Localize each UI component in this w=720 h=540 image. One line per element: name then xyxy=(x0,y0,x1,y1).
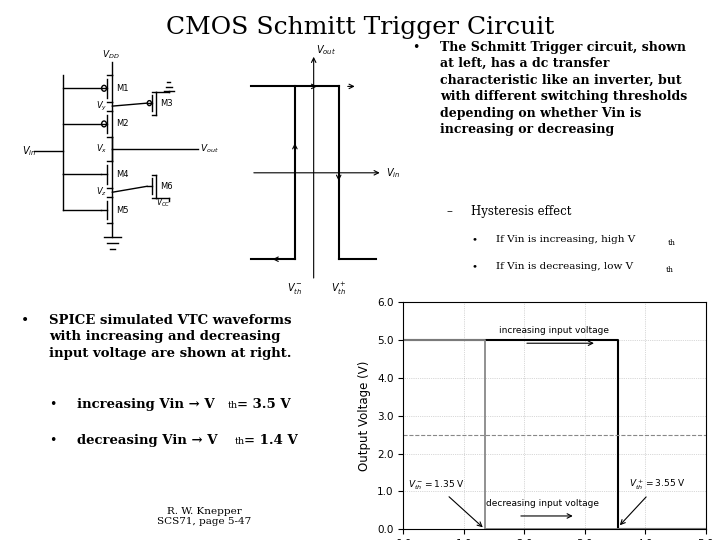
Text: CMOS Schmitt Trigger Circuit: CMOS Schmitt Trigger Circuit xyxy=(166,16,554,39)
Text: $V_{th}^+ = 3.55$ V: $V_{th}^+ = 3.55$ V xyxy=(621,478,685,524)
Text: •: • xyxy=(472,262,477,271)
Text: $V_{DD}$: $V_{DD}$ xyxy=(102,48,120,60)
Text: M4: M4 xyxy=(116,170,128,179)
Text: th: th xyxy=(228,401,238,410)
Text: th: th xyxy=(235,437,245,447)
Text: •: • xyxy=(49,397,56,410)
Text: R. W. Knepper
SCS71, page 5-47: R. W. Knepper SCS71, page 5-47 xyxy=(158,507,251,526)
Text: M5: M5 xyxy=(116,206,128,214)
Text: increasing Vin → V: increasing Vin → V xyxy=(76,397,215,410)
Text: Hysteresis effect: Hysteresis effect xyxy=(472,205,572,218)
Text: $V_{out}$: $V_{out}$ xyxy=(316,43,336,57)
Text: The Schmitt Trigger circuit, shown
at left, has a dc transfer
characteristic lik: The Schmitt Trigger circuit, shown at le… xyxy=(441,40,688,136)
Text: •: • xyxy=(472,235,477,244)
Text: M2: M2 xyxy=(116,119,128,129)
Text: •: • xyxy=(49,434,56,447)
Y-axis label: Output Voltage (V): Output Voltage (V) xyxy=(359,361,372,471)
Text: $V_{th}^+$: $V_{th}^+$ xyxy=(331,281,346,297)
Text: •: • xyxy=(22,314,30,328)
Text: •: • xyxy=(413,40,420,53)
Text: = 3.5 V: = 3.5 V xyxy=(238,397,291,410)
Text: decreasing Vin → V: decreasing Vin → V xyxy=(76,434,217,447)
Text: If Vin is decreasing, low V: If Vin is decreasing, low V xyxy=(496,262,633,271)
Text: M6: M6 xyxy=(160,182,173,191)
Text: M1: M1 xyxy=(116,84,128,93)
Text: $V_{in}$: $V_{in}$ xyxy=(22,144,36,158)
Text: th: th xyxy=(666,266,674,274)
Text: $V_{out}$: $V_{out}$ xyxy=(200,143,219,156)
Text: If Vin is increasing, high V: If Vin is increasing, high V xyxy=(496,235,635,244)
Text: = 1.4 V: = 1.4 V xyxy=(244,434,298,447)
Text: $V_z$: $V_z$ xyxy=(96,186,107,199)
Text: decreasing input voltage: decreasing input voltage xyxy=(486,500,599,509)
Text: SPICE simulated VTC waveforms
with increasing and decreasing
input voltage are s: SPICE simulated VTC waveforms with incre… xyxy=(49,314,292,360)
Text: –: – xyxy=(446,205,452,218)
Text: th: th xyxy=(668,239,676,247)
Text: $V_{th}^- = 1.35$ V: $V_{th}^- = 1.35$ V xyxy=(408,478,482,526)
Text: $V_y$: $V_y$ xyxy=(96,99,107,113)
Text: M3: M3 xyxy=(160,99,173,107)
Text: $V_x$: $V_x$ xyxy=(96,143,107,156)
Text: increasing input voltage: increasing input voltage xyxy=(500,326,609,334)
Text: $V_{CC}$: $V_{CC}$ xyxy=(156,197,171,209)
Text: $V_{th}^-$: $V_{th}^-$ xyxy=(287,281,303,296)
Text: $V_{in}$: $V_{in}$ xyxy=(387,166,401,180)
